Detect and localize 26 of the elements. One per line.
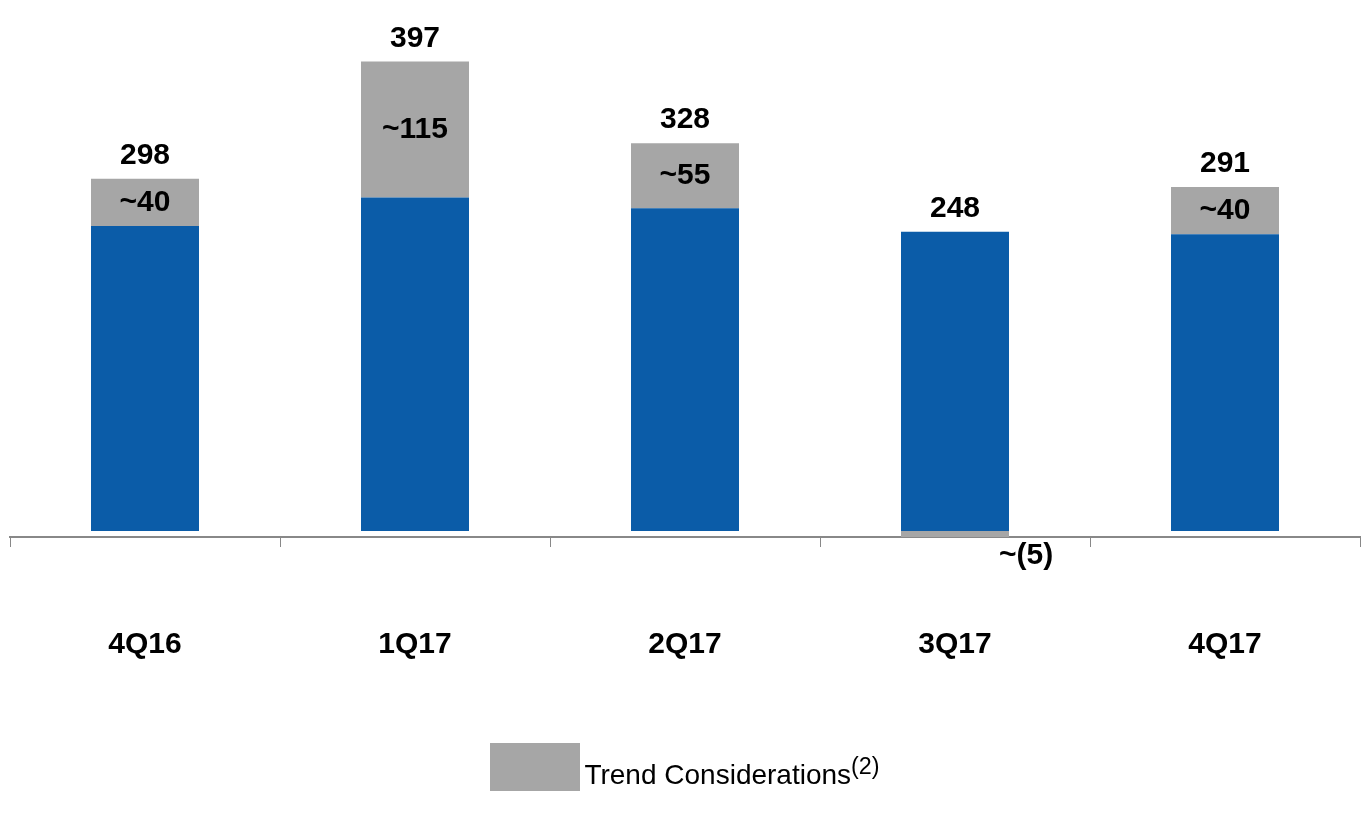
data-label: ~115 <box>382 110 448 144</box>
bar <box>1171 234 1279 532</box>
bar <box>361 61 469 198</box>
legend-label: Trend Considerations$^{(2)}$ <box>584 752 880 791</box>
bar <box>631 143 739 209</box>
bar <box>901 231 1009 532</box>
bar <box>361 197 469 532</box>
total-label: 328 <box>659 101 711 135</box>
bar <box>91 178 199 226</box>
x-tick-label: 4Q17 <box>1188 626 1262 660</box>
total-label: 291 <box>1199 145 1251 179</box>
total-label: 298 <box>119 136 171 170</box>
bar <box>901 531 1009 537</box>
total-label: 248 <box>929 190 981 224</box>
data-label: ~55 <box>659 156 711 190</box>
total-label: 397 <box>389 19 441 53</box>
x-tick-label: 2Q17 <box>648 626 722 660</box>
data-label: ~40 <box>1199 191 1251 225</box>
x-tick-label: 3Q17 <box>918 626 992 660</box>
x-tick-label: 1Q17 <box>378 626 452 660</box>
bar <box>91 225 199 532</box>
x-tick-label: 4Q16 <box>108 626 182 660</box>
data-label: ~(5) <box>999 537 1054 571</box>
bar <box>1171 186 1279 235</box>
bar <box>631 208 739 532</box>
data-label: ~40 <box>119 183 171 217</box>
